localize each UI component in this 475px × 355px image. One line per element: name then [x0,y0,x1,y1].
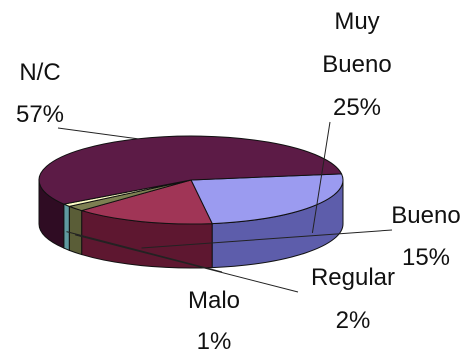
leader-bueno [141,229,393,249]
label-muy-bueno-line2: Bueno [322,51,391,78]
slice-bueno [79,179,213,225]
slice-n-c [38,135,343,205]
slice-muy-bueno [190,173,344,225]
leader-lines [57,121,393,293]
label-bueno-name: Bueno [391,202,460,229]
leader-n-c [57,127,138,140]
label-malo-name: Malo [188,287,240,314]
label-nc-name: N/C [19,59,60,86]
label-malo-value: 1% [197,328,232,355]
leader-regular [75,234,299,293]
label-nc-value: 57% [16,101,64,128]
leader-malo [66,231,223,273]
pie-slices [38,135,344,225]
label-bueno-value: 15% [402,244,450,271]
label-muy-bueno-line1: Muy [334,8,379,35]
side-malo [63,203,70,252]
label-regular-value: 2% [336,307,371,334]
leader-muy-bueno [311,121,331,233]
label-muy-bueno-value: 25% [333,94,381,121]
pie-sides [38,179,344,269]
label-regular-name: Regular [311,264,395,291]
side-regular [68,205,83,256]
